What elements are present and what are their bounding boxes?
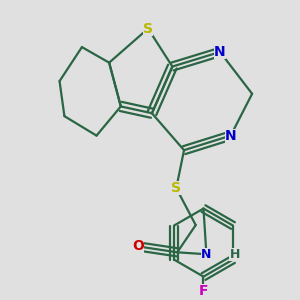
Text: H: H <box>230 248 240 261</box>
Text: N: N <box>214 45 226 59</box>
Text: S: S <box>171 181 181 195</box>
Text: S: S <box>143 22 153 36</box>
Text: F: F <box>199 284 208 298</box>
Text: O: O <box>132 239 144 254</box>
Text: N: N <box>225 129 236 142</box>
Text: N: N <box>201 248 212 261</box>
